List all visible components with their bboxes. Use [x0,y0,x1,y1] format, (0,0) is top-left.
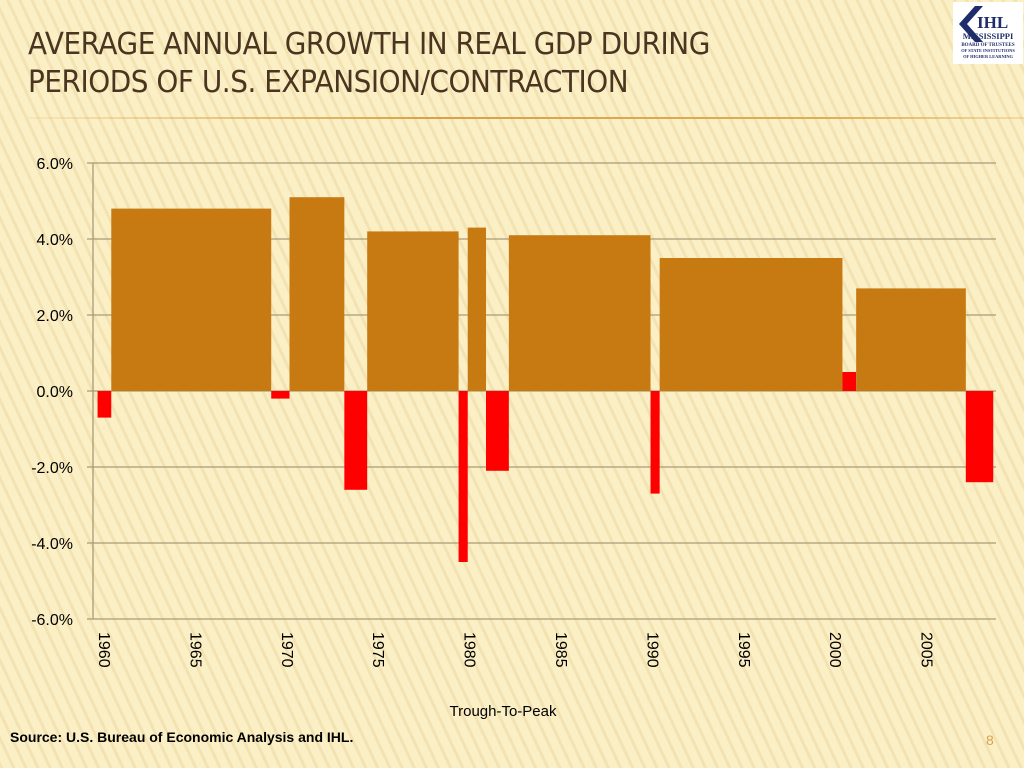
x-tick-label: 2005 [918,632,935,668]
x-tick-label: 1990 [643,632,660,668]
contraction-bar [842,372,857,391]
y-tick-label: 2.0% [37,308,73,325]
x-tick-label: 1980 [461,632,478,668]
x-tick-label: 2000 [826,632,843,668]
title-divider [28,117,1024,119]
page-number: 8 [986,732,994,748]
expansion-bar [289,197,345,391]
x-tick-label: 1960 [95,632,112,668]
source-note: Source: U.S. Bureau of Economic Analysis… [10,729,354,745]
y-tick-label: 0.0% [37,384,73,401]
svg-text:MISSISSIPPI: MISSISSIPPI [963,31,1014,41]
contraction-bar [650,391,660,494]
expansion-bar [856,288,966,391]
y-tick-label: -2.0% [31,460,73,477]
ihl-logo: IHL MISSISSIPPI BOARD OF TRUSTEES OF STA… [953,2,1023,64]
contraction-bar [965,391,994,483]
y-tick-label: -4.0% [31,536,73,553]
title-line-2: PERIODS OF U.S. EXPANSION/CONTRACTION [28,65,629,100]
expansion-bar [367,231,459,391]
contraction-bar [97,391,112,418]
x-tick-label: 1995 [735,632,752,668]
contraction-bar [486,391,509,471]
expansion-bar [467,227,487,391]
y-tick-label: 4.0% [37,232,73,249]
x-tick-label: 1985 [552,632,569,668]
svg-text:OF STATE INSTITUTIONS: OF STATE INSTITUTIONS [961,48,1015,53]
y-tick-label: 6.0% [37,156,73,173]
x-tick-label: 1965 [186,632,203,668]
contraction-bar [344,391,368,490]
svg-text:OF HIGHER LEARNING: OF HIGHER LEARNING [963,54,1013,59]
expansion-bar [508,235,651,391]
expansion-bar [659,258,843,391]
title-line-1: AVERAGE ANNUAL GROWTH IN REAL GDP DURING [28,27,710,62]
x-axis-label: Trough-To-Peak [450,703,557,720]
x-tick-label: 1975 [369,632,386,668]
contraction-bar [458,391,468,562]
contraction-bar [271,391,290,399]
svg-text:IHL: IHL [977,13,1008,32]
expansion-bar [111,208,272,391]
x-tick-label: 1970 [278,632,295,668]
svg-text:BOARD OF TRUSTEES: BOARD OF TRUSTEES [961,43,1015,48]
y-tick-label: -6.0% [31,612,73,629]
slide-title: AVERAGE ANNUAL GROWTH IN REAL GDP DURING… [28,26,710,102]
